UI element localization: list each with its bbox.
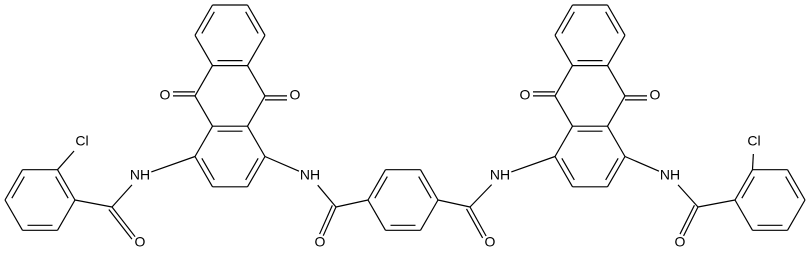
bond <box>751 153 754 170</box>
bond <box>194 34 214 66</box>
bond <box>245 158 259 181</box>
bond <box>4 169 24 201</box>
bond <box>606 125 626 157</box>
bond <box>786 199 806 231</box>
bond <box>554 4 574 36</box>
atom-label: NH <box>660 167 680 183</box>
bond <box>374 176 388 199</box>
bond <box>56 199 76 231</box>
bond <box>554 34 574 66</box>
atom-label: O <box>485 234 496 250</box>
bond <box>697 199 736 208</box>
bond <box>419 169 439 201</box>
bond <box>465 208 484 239</box>
atom-label: O <box>520 87 531 103</box>
bond <box>4 199 24 231</box>
bond <box>605 158 619 181</box>
bond <box>469 206 487 237</box>
bond <box>151 155 196 173</box>
atom-label: O <box>315 234 326 250</box>
bond <box>624 155 660 172</box>
bond <box>111 206 136 238</box>
atom-label: O <box>650 87 661 103</box>
bond <box>246 125 266 157</box>
bond <box>246 65 266 97</box>
atom-label: O <box>160 87 171 103</box>
bond <box>683 206 699 237</box>
bond <box>194 156 214 188</box>
atom-label: NH <box>490 167 510 183</box>
bond <box>194 95 214 127</box>
bond <box>264 155 300 172</box>
bond <box>55 176 69 199</box>
bond <box>605 11 619 34</box>
bond <box>606 34 626 66</box>
bond <box>74 199 113 208</box>
bond <box>57 150 75 171</box>
bond <box>554 65 574 97</box>
bond <box>554 156 574 188</box>
bond <box>335 199 369 208</box>
atom-label: O <box>290 87 301 103</box>
bond <box>469 184 493 208</box>
bond <box>367 199 387 231</box>
atom-label: Cl <box>747 133 760 149</box>
bond <box>108 209 133 240</box>
atom-label: Cl <box>75 133 88 149</box>
bond <box>419 199 439 231</box>
bond <box>677 184 699 208</box>
bond <box>734 169 754 201</box>
bond <box>606 95 626 127</box>
bond <box>246 156 266 188</box>
atom-label: O <box>135 234 146 250</box>
bond <box>606 65 626 97</box>
bond <box>741 176 755 199</box>
bond <box>418 176 432 199</box>
bond <box>245 11 259 34</box>
bond <box>201 158 215 181</box>
bond <box>734 199 754 231</box>
bond <box>367 169 387 201</box>
bond <box>679 204 695 235</box>
bond <box>554 125 574 157</box>
bond <box>554 95 574 127</box>
bond <box>194 125 214 157</box>
bond <box>201 11 215 34</box>
atom-label: NH <box>130 167 150 183</box>
bond <box>56 169 76 201</box>
bond <box>246 34 266 66</box>
bond <box>322 206 337 236</box>
bond <box>194 4 214 36</box>
bond <box>317 184 337 208</box>
bond <box>246 4 266 36</box>
bond <box>437 199 471 208</box>
bond <box>561 158 575 181</box>
bond <box>11 176 25 199</box>
bond <box>606 4 626 36</box>
bond <box>111 184 133 208</box>
bond <box>194 65 214 97</box>
bond <box>785 176 799 199</box>
bond <box>606 156 626 188</box>
atom-label: NH <box>300 167 320 183</box>
atom-label: O <box>675 234 686 250</box>
bond <box>511 155 556 173</box>
bond <box>319 205 333 235</box>
bond <box>561 11 575 34</box>
bond <box>246 95 266 127</box>
bond <box>786 169 806 201</box>
